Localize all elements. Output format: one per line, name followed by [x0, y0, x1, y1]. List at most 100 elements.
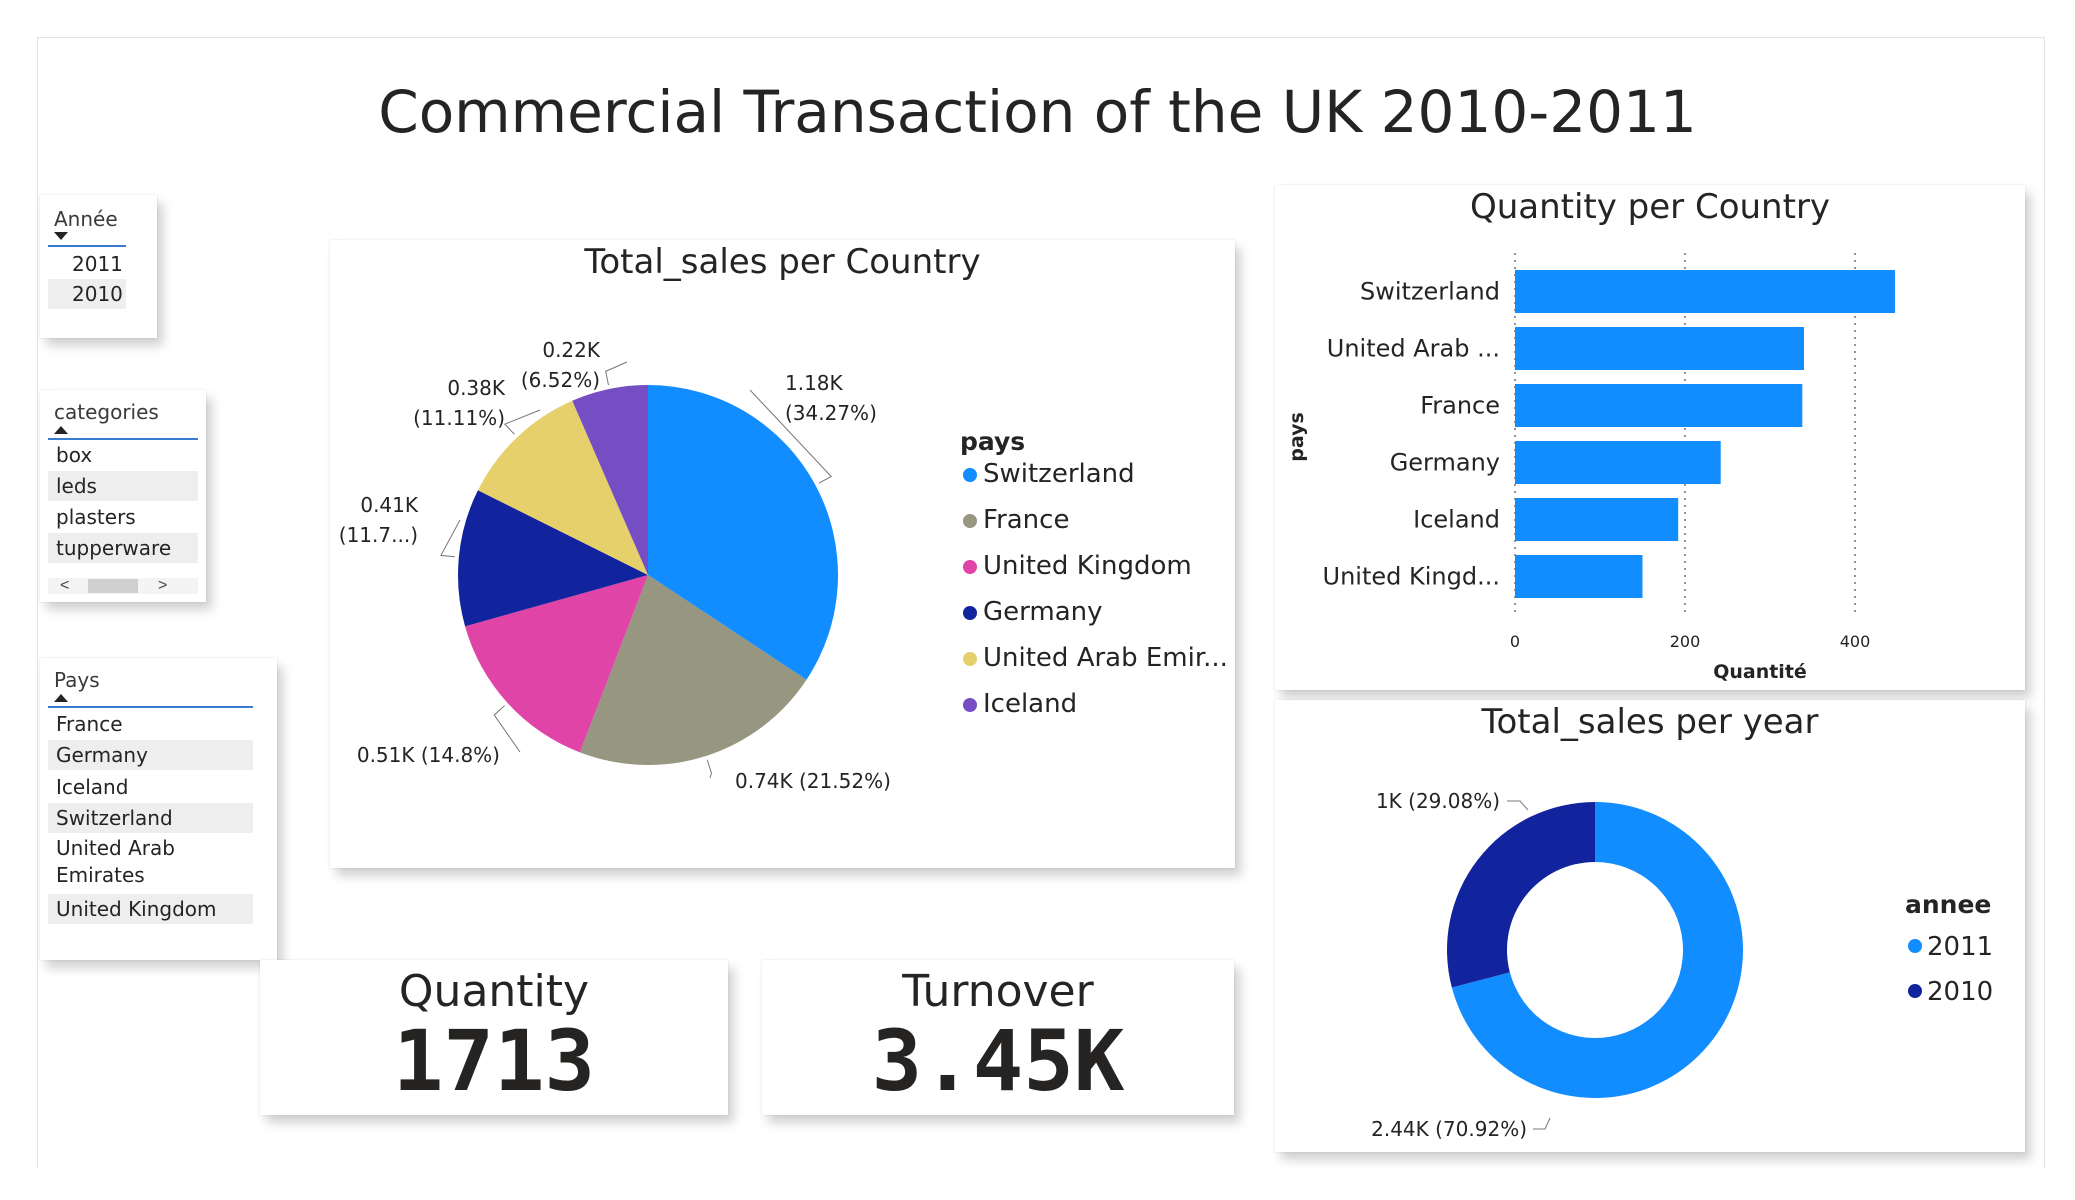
donut-chart-visual[interactable]: Total_sales per year 2.44K (70.92%) 1K (2… — [1275, 700, 2025, 1152]
bar-category-label: United Arab ... — [1327, 335, 1500, 363]
kpi-turnover-value: 3.45K — [871, 1012, 1125, 1110]
pie-legend-item[interactable]: Switzerland — [983, 459, 1135, 489]
bar-1[interactable] — [1515, 327, 1804, 370]
legend-marker-icon — [1908, 984, 1922, 998]
pie-chart-visual[interactable]: Total_sales per Country 1.18K (34.27%) 0.7… — [330, 240, 1235, 868]
bar-chart[interactable]: 0 200 400 Switzerland United Arab ... France G… — [1275, 185, 2025, 690]
country-slicer-item[interactable]: Switzerland — [48, 803, 253, 833]
sort-ascending-icon[interactable] — [54, 694, 68, 702]
pie-legend-item[interactable]: United Kingdom — [983, 551, 1192, 581]
bar-3[interactable] — [1515, 441, 1721, 484]
pie-slice-united-arab-emirates[interactable] — [477, 400, 648, 575]
bar-x-tick-label: 200 — [1670, 632, 1701, 651]
donut-legend-item[interactable]: 2011 — [1927, 932, 1993, 962]
bar-category-label: France — [1420, 392, 1500, 420]
country-slicer-item[interactable]: United Arab Emirates — [56, 836, 175, 887]
bar-x-tick-label: 400 — [1840, 632, 1871, 651]
pie-leader-line — [605, 361, 628, 386]
pie-chart[interactable]: 1.18K (34.27%) 0.74K (21.52%) 0.51K (14.8%)… — [330, 240, 1235, 868]
bar-chart-visual[interactable]: Quantity per Country 0 200 400 Switzerland U… — [1275, 185, 2025, 690]
report-title: Commercial Transaction of the UK 2010-20… — [378, 78, 1697, 146]
country-slicer-item[interactable]: United Kingdom — [48, 894, 253, 924]
categories-slicer-item[interactable]: leds — [48, 471, 198, 501]
year-slicer-underline — [48, 245, 126, 247]
bar-category-label: United Kingd... — [1323, 563, 1500, 591]
legend-marker-icon — [963, 560, 977, 574]
donut-data-label: 1K (29.08%) — [1376, 789, 1500, 813]
bar-chart-title: Quantity per Country — [1469, 187, 1831, 227]
pie-slice-germany[interactable] — [458, 490, 648, 627]
scroll-left-button[interactable]: < — [60, 577, 70, 594]
categories-slicer: categories box leds plasters tupperware … — [40, 390, 206, 602]
kpi-quantity-value: 1713 — [392, 1012, 596, 1110]
bar-y-axis-title: pays — [1286, 412, 1308, 462]
country-slicer-item[interactable]: Germany — [48, 740, 253, 770]
report-canvas — [37, 37, 2045, 1168]
pie-chart-title: Total_sales per Country — [584, 242, 981, 282]
sort-ascending-icon[interactable] — [54, 426, 68, 434]
pie-slice-united-kingdom[interactable] — [465, 575, 648, 753]
bar-5[interactable] — [1515, 555, 1643, 598]
donut-chart[interactable]: 2.44K (70.92%) 1K (29.08%) annee 2011 2010 — [1275, 700, 2025, 1152]
pie-slice-iceland[interactable] — [572, 385, 648, 575]
pie-leader-line — [440, 519, 461, 558]
bar-0[interactable] — [1515, 270, 1895, 313]
year-slicer-header: Année — [54, 207, 118, 231]
categories-slicer-item[interactable]: plasters — [56, 505, 136, 529]
donut-data-label: 2.44K (70.92%) — [1371, 1117, 1527, 1141]
year-slicer: Année 2011 2010 — [40, 195, 157, 338]
bar-category-label: Germany — [1390, 449, 1500, 477]
pie-data-label: 0.22K — [542, 338, 601, 362]
pie-legend-title: pays — [960, 427, 1025, 456]
bar-category-label: Iceland — [1413, 506, 1500, 534]
kpi-quantity-card: Quantity 1713 — [260, 960, 728, 1115]
pie-data-label: (34.27%) — [785, 401, 877, 425]
donut-leader-line — [1507, 800, 1529, 811]
donut-chart-title: Total_sales per year — [1481, 702, 1819, 742]
pie-leader-line — [706, 759, 712, 779]
scroll-right-button[interactable]: > — [158, 577, 168, 594]
kpi-turnover-card: Turnover 3.45K — [762, 960, 1234, 1115]
pie-legend-item[interactable]: Iceland — [983, 689, 1077, 719]
pie-legend-item[interactable]: France — [983, 505, 1069, 535]
categories-slicer-underline — [48, 438, 198, 440]
donut-slice-2010[interactable] — [1447, 802, 1595, 988]
categories-slicer-header: categories — [54, 400, 159, 424]
bar-x-tick-label: 0 — [1510, 632, 1520, 651]
legend-marker-icon — [963, 514, 977, 528]
pie-legend-item[interactable]: Germany — [983, 597, 1103, 627]
country-slicer-header: Pays — [54, 668, 100, 692]
country-slicer-item[interactable]: Iceland — [56, 775, 129, 799]
pie-slice-switzerland[interactable] — [648, 385, 838, 680]
country-slicer: Pays France Germany Iceland Switzerland … — [40, 658, 277, 960]
donut-leader-line — [1533, 1117, 1551, 1130]
donut-slice-2011[interactable] — [1451, 802, 1743, 1098]
country-slicer-item[interactable]: France — [56, 712, 123, 736]
donut-legend-item[interactable]: 2010 — [1927, 977, 1993, 1007]
sort-descending-icon[interactable] — [54, 232, 68, 240]
scrollbar-thumb[interactable] — [88, 579, 138, 593]
legend-marker-icon — [963, 652, 977, 666]
pie-leader-line — [503, 409, 541, 435]
categories-slicer-item[interactable]: box — [56, 443, 93, 467]
legend-marker-icon — [1908, 939, 1922, 953]
bar-2[interactable] — [1515, 384, 1803, 427]
kpi-quantity-label: Quantity — [398, 966, 590, 1017]
pie-data-label: (11.11%) — [413, 406, 505, 430]
categories-slicer-item[interactable]: tupperware — [48, 533, 198, 563]
pie-slice-france[interactable] — [579, 575, 807, 765]
pie-data-label: (11.7...) — [339, 523, 418, 547]
legend-marker-icon — [963, 468, 977, 482]
kpi-turnover-label: Turnover — [902, 966, 1094, 1017]
year-slicer-item-2011[interactable]: 2011 — [72, 252, 123, 276]
pie-data-label: 0.38K — [447, 376, 506, 400]
year-slicer-item-2010[interactable]: 2010 — [48, 279, 126, 309]
bar-4[interactable] — [1515, 498, 1679, 541]
bar-category-label: Switzerland — [1360, 278, 1500, 306]
pie-data-label: 1.18K — [785, 371, 844, 395]
pie-legend-item[interactable]: United Arab Emir... — [983, 643, 1228, 673]
pie-leader-line — [493, 705, 521, 753]
legend-marker-icon — [963, 698, 977, 712]
pie-data-label: 0.74K (21.52%) — [735, 769, 891, 793]
pie-data-label: 0.51K (14.8%) — [357, 743, 500, 767]
